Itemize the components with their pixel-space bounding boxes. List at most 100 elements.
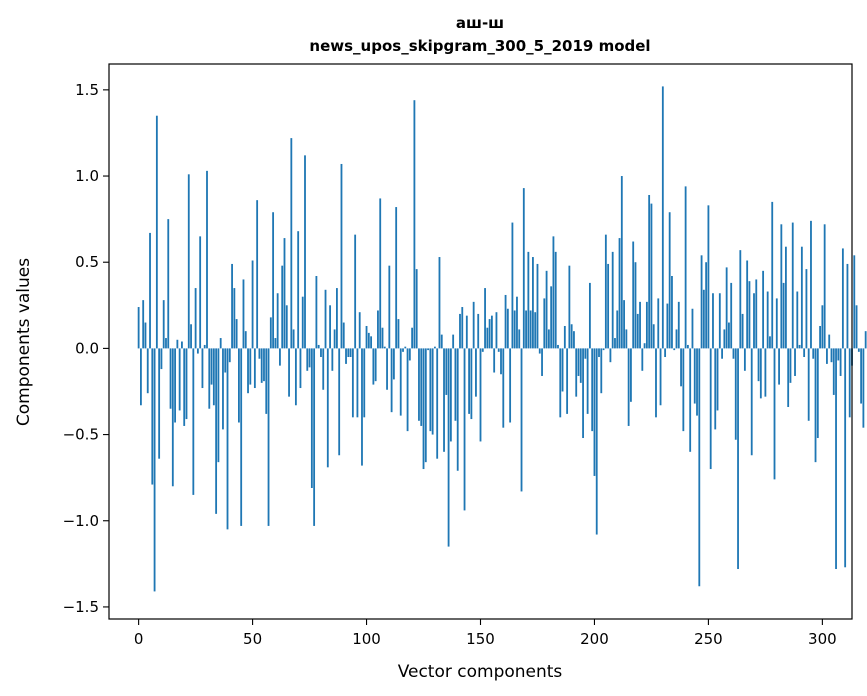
bar-166 xyxy=(516,296,518,349)
bar-268 xyxy=(748,281,751,349)
bar-10 xyxy=(160,348,163,370)
bar-239 xyxy=(682,348,685,432)
bar-136 xyxy=(447,348,450,547)
bar-294 xyxy=(807,348,810,421)
bar-180 xyxy=(547,329,550,349)
bar-247 xyxy=(700,255,703,349)
bar-293 xyxy=(805,269,808,349)
bar-252 xyxy=(712,293,714,349)
bar-249 xyxy=(705,262,708,349)
bar-152 xyxy=(484,288,486,349)
bar-112 xyxy=(392,348,395,380)
bar-57 xyxy=(267,348,270,526)
bar-229 xyxy=(659,348,662,406)
bar-298 xyxy=(816,348,819,439)
bar-248 xyxy=(702,289,705,349)
bar-14 xyxy=(169,348,172,409)
bar-230 xyxy=(661,86,664,349)
bar-101 xyxy=(367,332,370,349)
bar-255 xyxy=(718,293,721,349)
bar-36 xyxy=(219,338,222,349)
bar-222 xyxy=(643,343,646,349)
bar-16 xyxy=(174,348,176,423)
bar-61 xyxy=(276,293,279,349)
bar-102 xyxy=(370,336,373,349)
bar-195 xyxy=(582,348,584,439)
bar-250 xyxy=(707,205,710,349)
bar-178 xyxy=(543,298,546,349)
bar-311 xyxy=(846,263,849,349)
bar-263 xyxy=(737,348,739,570)
bar-186 xyxy=(561,348,564,392)
bar-218 xyxy=(634,262,637,349)
bar-33 xyxy=(212,348,215,406)
bar-297 xyxy=(814,348,817,463)
bar-189 xyxy=(568,265,571,349)
bar-50 xyxy=(251,260,254,349)
bar-146 xyxy=(470,348,473,420)
bar-170 xyxy=(525,310,527,349)
bar-68 xyxy=(292,329,295,349)
bar-267 xyxy=(746,260,749,349)
bar-187 xyxy=(563,325,566,349)
bar-197 xyxy=(586,348,589,414)
bar-291 xyxy=(800,246,803,349)
x-tick-label: 0 xyxy=(134,630,144,648)
bar-302 xyxy=(826,348,828,364)
bar-283 xyxy=(782,282,785,349)
bar-209 xyxy=(614,338,616,349)
bar-44 xyxy=(238,348,240,423)
bar-304 xyxy=(830,348,833,363)
bar-185 xyxy=(559,348,562,418)
bar-49 xyxy=(249,348,252,385)
y-tick-label: 0.0 xyxy=(75,339,99,357)
bar-90 xyxy=(342,322,345,349)
bar-67 xyxy=(290,138,293,349)
bar-97 xyxy=(358,312,361,349)
bar-264 xyxy=(739,250,742,349)
bar-204 xyxy=(602,348,605,351)
bar-139 xyxy=(454,348,457,421)
bar-51 xyxy=(253,348,256,389)
bar-235 xyxy=(673,348,676,351)
bar-172 xyxy=(529,310,532,349)
bar-37 xyxy=(222,348,224,430)
bar-2 xyxy=(142,300,145,349)
bar-130 xyxy=(434,346,436,349)
bar-92 xyxy=(347,348,350,358)
bar-173 xyxy=(532,257,534,349)
bar-233 xyxy=(668,212,671,349)
bar-254 xyxy=(716,348,719,411)
bar-193 xyxy=(577,348,580,376)
bar-270 xyxy=(753,293,755,349)
bar-76 xyxy=(310,348,313,488)
bar-31 xyxy=(208,348,211,409)
bar-144 xyxy=(465,315,468,349)
bar-236 xyxy=(675,329,678,349)
chart-subtitle: news_upos_skipgram_300_5_2019 model xyxy=(309,37,650,55)
bar-126 xyxy=(424,348,427,463)
bar-18 xyxy=(178,348,181,411)
bar-262 xyxy=(734,348,737,440)
bar-58 xyxy=(269,317,272,349)
bar-series xyxy=(137,86,867,592)
bar-87 xyxy=(336,288,338,349)
bar-164 xyxy=(511,222,514,349)
bar-171 xyxy=(527,251,530,349)
bar-280 xyxy=(775,298,778,349)
bar-79 xyxy=(317,344,320,349)
bar-7 xyxy=(153,348,156,592)
bar-290 xyxy=(798,344,801,349)
bar-107 xyxy=(381,327,384,349)
bar-300 xyxy=(821,305,824,349)
bar-183 xyxy=(554,251,557,349)
bar-125 xyxy=(422,348,425,470)
bar-317 xyxy=(860,348,863,404)
bar-213 xyxy=(623,300,625,349)
bar-279 xyxy=(773,348,776,480)
bar-165 xyxy=(513,310,516,349)
bar-48 xyxy=(247,348,249,394)
bar-155 xyxy=(490,315,493,349)
bar-8 xyxy=(155,115,158,349)
